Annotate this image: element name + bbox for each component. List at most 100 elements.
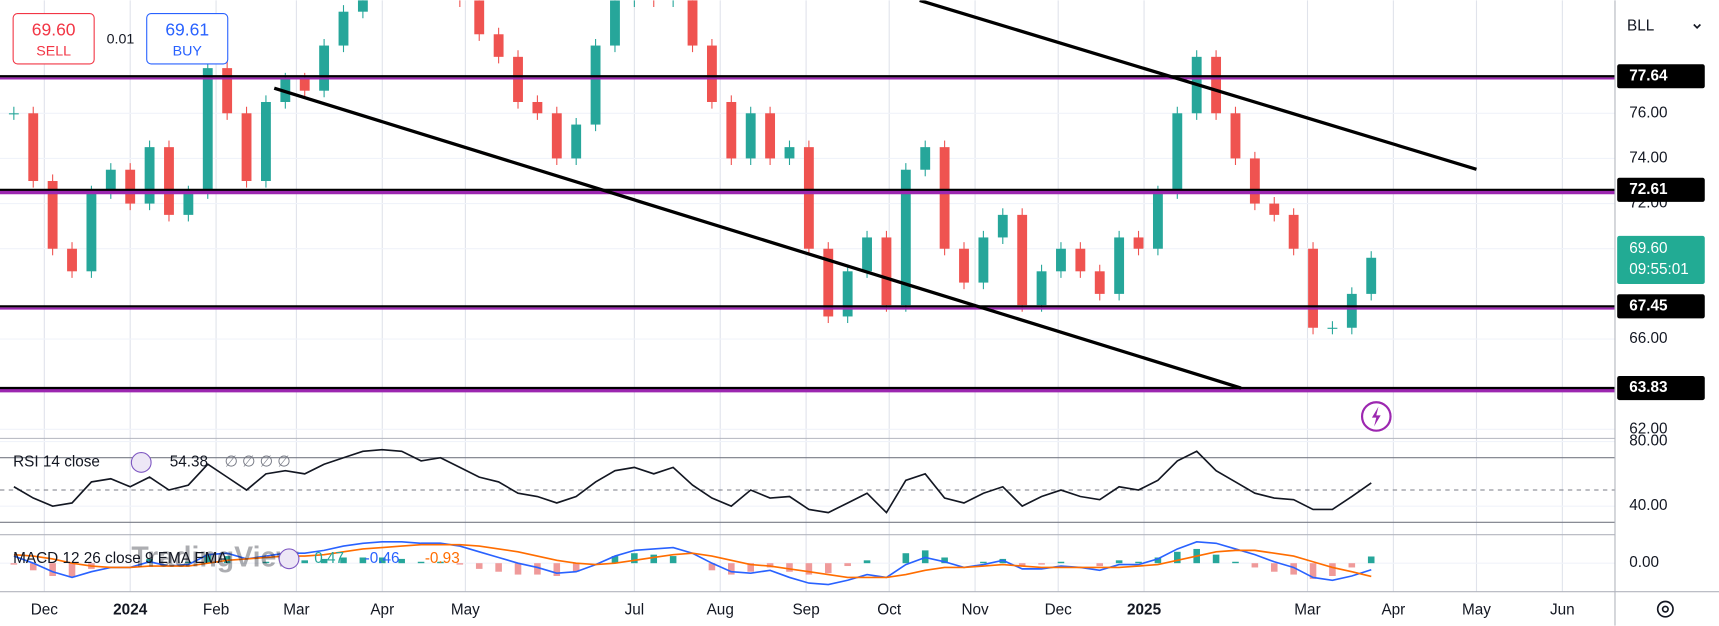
level-label-bg bbox=[1617, 177, 1705, 202]
candle-body bbox=[842, 271, 853, 317]
histogram-bar bbox=[1212, 554, 1220, 564]
histogram-bar bbox=[1038, 563, 1045, 565]
trendline bbox=[273, 86, 1242, 390]
histogram-bar bbox=[631, 553, 638, 564]
histogram-bar bbox=[68, 563, 76, 578]
level-label: 67.45 bbox=[1629, 297, 1668, 314]
rsi-pane bbox=[0, 448, 1615, 523]
candle-body bbox=[784, 147, 795, 159]
candle-body bbox=[241, 113, 252, 182]
histogram-bar bbox=[572, 563, 580, 572]
candle-body bbox=[1017, 214, 1028, 306]
candle-body bbox=[959, 248, 969, 283]
y-tick-label: 0.00 bbox=[1629, 554, 1659, 571]
x-tick-label: Apr bbox=[1381, 601, 1405, 618]
histogram-bar bbox=[786, 563, 793, 572]
candle-body bbox=[1308, 248, 1318, 328]
candle-body bbox=[183, 192, 194, 215]
x-tick-label: Jul bbox=[625, 601, 645, 618]
histogram-bar bbox=[844, 563, 851, 567]
histogram-bar bbox=[1057, 561, 1065, 564]
candle-body bbox=[1366, 257, 1377, 294]
histogram-bar bbox=[262, 561, 270, 564]
histogram-bar bbox=[301, 560, 308, 564]
sell-button[interactable] bbox=[12, 12, 95, 65]
candle-body bbox=[261, 101, 271, 182]
histogram-bar bbox=[514, 563, 522, 575]
histogram-bar bbox=[1135, 561, 1142, 564]
series-line bbox=[13, 448, 1372, 514]
rsi-extra: ∅ ∅ ∅ ∅ bbox=[224, 454, 290, 471]
candle-body bbox=[1269, 203, 1280, 215]
candle-body bbox=[1114, 237, 1125, 294]
rsi-icon[interactable] bbox=[130, 452, 152, 473]
candle-body bbox=[745, 113, 756, 159]
gear bbox=[1656, 600, 1674, 618]
histogram-bar bbox=[1290, 563, 1297, 575]
histogram-bar bbox=[10, 563, 18, 565]
rsi-value: 54.38 bbox=[170, 454, 208, 471]
candle-body bbox=[474, 0, 485, 35]
candle-body bbox=[28, 113, 39, 182]
candle-body bbox=[1249, 158, 1260, 204]
candle-body bbox=[319, 45, 330, 91]
histogram-bar bbox=[650, 554, 658, 564]
candle-body bbox=[706, 45, 717, 102]
candle-body bbox=[164, 147, 174, 215]
candle-body bbox=[1036, 271, 1047, 306]
histogram-bar bbox=[417, 561, 425, 564]
level-label: 77.64 bbox=[1629, 67, 1668, 84]
level-label: 72.61 bbox=[1629, 181, 1668, 198]
candle-body bbox=[1230, 113, 1241, 159]
alert-icon[interactable] bbox=[1360, 401, 1392, 432]
settings-icon[interactable] bbox=[1656, 600, 1674, 618]
histogram-bar bbox=[1329, 563, 1336, 576]
trade-widget[interactable]: 69.60 SELL 0.01 69.61 BUY bbox=[12, 12, 229, 65]
candle-body bbox=[1056, 248, 1066, 272]
y-tick-label: 76.00 bbox=[1629, 104, 1667, 121]
histogram-bar bbox=[49, 563, 56, 576]
x-tick-label: Mar bbox=[1294, 601, 1320, 618]
histogram-bar bbox=[398, 558, 405, 564]
candle-body bbox=[125, 169, 136, 204]
candle-body bbox=[571, 124, 582, 159]
x-tick-label: Aug bbox=[707, 601, 734, 618]
candle-body bbox=[881, 237, 892, 306]
histogram-bar bbox=[1018, 563, 1026, 567]
candle-body bbox=[532, 101, 543, 114]
histogram-bar bbox=[824, 563, 832, 574]
histogram-bar bbox=[437, 561, 444, 564]
level-label-bg bbox=[1617, 64, 1705, 89]
symbol: BLL bbox=[1627, 18, 1654, 35]
histogram-bar bbox=[941, 557, 948, 564]
histogram-bar bbox=[359, 557, 367, 564]
candle-body bbox=[726, 101, 737, 159]
macd-value: -0.46 bbox=[365, 550, 400, 567]
x-tick-label: Feb bbox=[203, 601, 229, 618]
histogram-bar bbox=[728, 563, 735, 575]
macd-signal-value: -0.93 bbox=[425, 550, 460, 567]
level-label-bg bbox=[1617, 294, 1705, 319]
candle-body bbox=[1288, 214, 1299, 249]
candle-body bbox=[590, 45, 601, 125]
axis-layer: Dec 2024 Feb Mar Apr May Jul Aug Sep Oct Nov Dec 202… bbox=[31, 64, 1705, 618]
candle-body bbox=[493, 34, 504, 57]
histogram-bar bbox=[1309, 563, 1317, 579]
histogram-bar bbox=[747, 563, 754, 572]
histogram-bar bbox=[1348, 563, 1356, 568]
y-tick-label: 40.00 bbox=[1629, 497, 1667, 514]
macd-title: MACD 12 26 close 9 EMA EMA bbox=[13, 550, 228, 567]
histogram-bar bbox=[1232, 561, 1239, 564]
y-tick-label: 66.00 bbox=[1629, 330, 1667, 347]
countdown: 09:55:01 bbox=[1629, 261, 1689, 278]
candle-body bbox=[765, 113, 776, 159]
x-tick-label: Apr bbox=[370, 601, 394, 618]
symbol-dropdown[interactable]: BLL bbox=[1627, 18, 1701, 35]
histogram-bar bbox=[29, 563, 37, 571]
macd-icon[interactable] bbox=[278, 548, 300, 570]
candle-body bbox=[299, 79, 310, 91]
buy-button[interactable] bbox=[146, 12, 229, 65]
price-pane bbox=[0, 0, 1615, 393]
candle-body bbox=[551, 113, 562, 159]
